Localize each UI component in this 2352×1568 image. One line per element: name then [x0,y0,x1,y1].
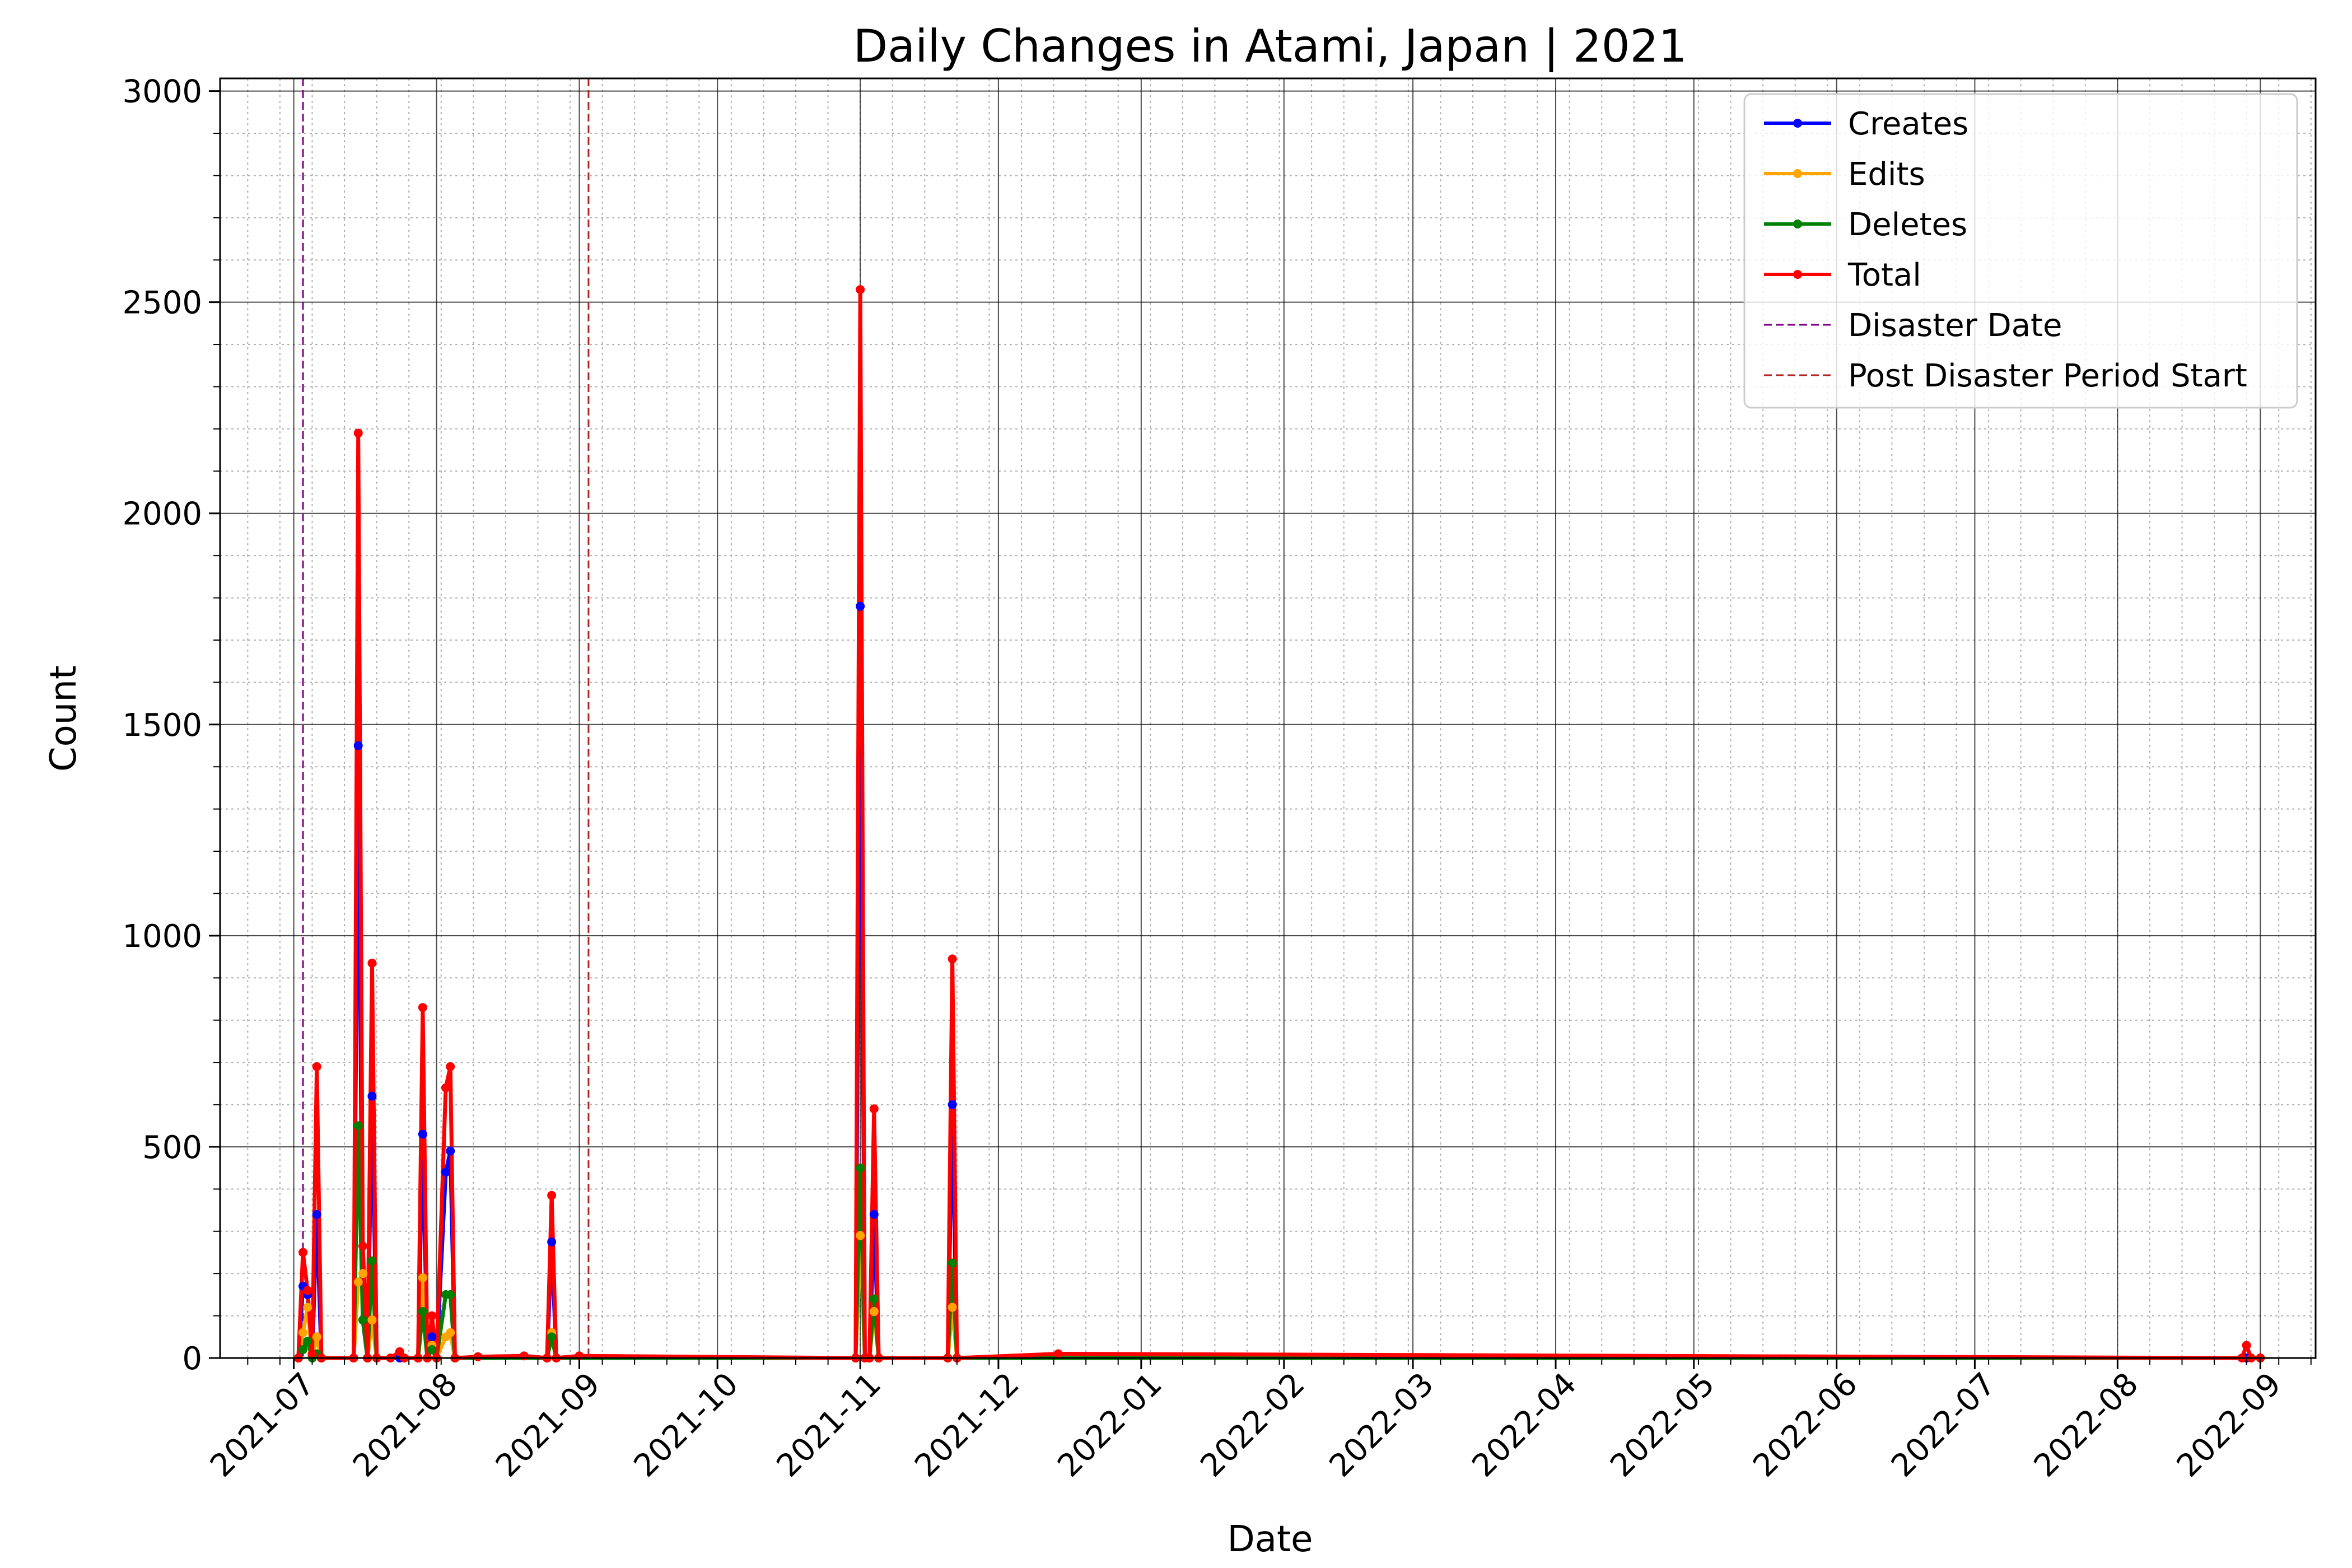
edits-point [418,1273,427,1282]
deletes-point [418,1307,427,1317]
total-point [303,1286,312,1295]
y-tick-label: 3000 [122,74,202,110]
legend-marker-creates [1793,119,1802,128]
legend-marker-edits [1793,169,1802,178]
total-point [367,958,377,968]
deletes-point [298,1345,308,1354]
x-tick-label: 2022-06 [1746,1366,1864,1484]
x-tick-label: 2022-09 [2170,1366,2288,1484]
total-point [307,1349,317,1359]
total-point [547,1191,557,1200]
x-tick-label: 2021-09 [489,1366,607,1484]
edits-point [353,1277,363,1287]
x-axis-label: Date [1228,1519,1313,1560]
creates-point [856,601,865,611]
deletes-point [446,1290,455,1299]
deletes-point [367,1256,377,1266]
total-point [473,1352,483,1361]
creates-point [441,1168,450,1177]
creates-point [418,1130,427,1139]
total-point [441,1083,450,1093]
total-point [353,428,363,438]
creates-point [869,1210,879,1219]
y-axis-label: Count [43,665,85,772]
deletes-point [547,1332,557,1342]
edits-point [367,1315,377,1325]
x-tick-label: 2022-01 [1051,1366,1169,1484]
total-point [948,954,957,964]
legend-label-creates: Creates [1848,106,1968,142]
x-tick-label: 2021-07 [203,1366,321,1484]
x-tick-label: 2021-12 [908,1366,1026,1484]
creates-point [367,1091,377,1101]
total-point [298,1248,308,1257]
x-tick-label: 2022-05 [1603,1366,1721,1484]
edits-point [869,1307,879,1317]
total-point [427,1311,437,1320]
y-tick-labels: 0 500 1000 1500 2000 2500 3000 [122,74,202,1377]
edits-point [358,1269,367,1278]
total-point [358,1242,367,1251]
series-markers [293,285,2265,1362]
y-tick-label: 1000 [122,918,202,955]
plot-frame [219,77,2317,1359]
axis-ticks [209,90,2312,1369]
deletes-point [948,1258,957,1268]
total-point [519,1351,529,1361]
legend-marker-total [1793,270,1802,279]
deletes-point [856,1163,865,1173]
y-tick-label: 2000 [122,496,202,533]
legend-marker-deletes [1793,220,1802,228]
reference-lines [302,78,590,1358]
x-tick-label: 2021-10 [627,1366,745,1484]
edits-point [298,1328,308,1337]
creates-point [312,1210,321,1219]
deletes-point [353,1121,363,1131]
edits-point [948,1303,957,1312]
x-tick-label: 2021-08 [346,1366,464,1484]
deletes-point [358,1315,367,1325]
total-point [418,1003,427,1012]
legend-label-disaster-date: Disaster Date [1848,307,2062,344]
x-tick-label: 2022-07 [1884,1366,2003,1484]
total-point [312,1062,321,1071]
chart-title: Daily Changes in Atami, Japan | 2021 [853,20,1687,73]
x-tick-label: 2022-03 [1323,1366,1441,1484]
total-point [446,1062,455,1071]
x-tick-label: 2022-04 [1465,1366,1583,1484]
y-tick-label: 1500 [122,707,202,744]
x-tick-label: 2022-08 [2027,1366,2145,1484]
legend-box [1743,93,2298,409]
edits-point [312,1332,321,1342]
creates-point [446,1146,455,1156]
deletes-point [303,1336,312,1346]
total-point [1053,1349,1063,1359]
total-point [856,285,865,295]
y-tick-label: 500 [142,1130,202,1166]
legend: Creates Edits Deletes Total Disaster Date Pos… [1743,93,2298,409]
deletes-point [869,1294,879,1304]
edits-point [303,1303,312,1312]
x-tick-label: 2022-02 [1193,1366,1312,1484]
deletes-point [427,1345,437,1354]
creates-point [948,1100,957,1109]
edits-point [446,1328,455,1337]
total-point [869,1104,879,1114]
total-point [2242,1341,2251,1350]
x-tick-labels: 2021-07 2021-08 2021-09 2021-10 2021-11 2021-… [203,1366,2288,1484]
legend-label-post-disaster-period-start: Post Disaster Period Start [1848,358,2247,394]
legend-label-edits: Edits [1848,156,1925,193]
creates-point [353,741,363,750]
creates-point [427,1332,437,1342]
creates-point [547,1237,557,1247]
legend-label-total: Total [1847,257,1921,293]
edits-point [856,1231,865,1240]
legend-label-deletes: Deletes [1848,207,1967,243]
total-point [395,1347,404,1356]
y-tick-label: 2500 [122,285,202,321]
y-tick-label: 0 [182,1341,202,1377]
x-tick-label: 2021-11 [770,1366,888,1484]
